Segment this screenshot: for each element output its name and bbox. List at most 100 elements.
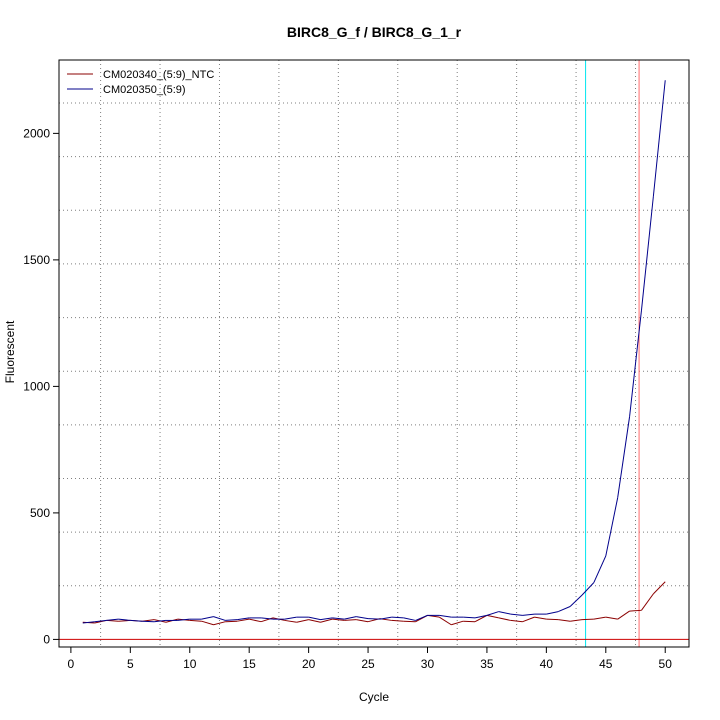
x-tick-label: 45	[599, 657, 613, 671]
series-1-segment	[403, 617, 416, 621]
chart-title: BIRC8_G_f / BIRC8_G_1_r	[287, 24, 462, 40]
series-0-segment	[439, 616, 452, 626]
series-1-segment	[213, 616, 226, 621]
series-0-segment	[652, 581, 666, 595]
plot-frame	[58, 59, 690, 648]
x-tick-label: 25	[361, 657, 375, 671]
series-0-segment	[581, 618, 594, 621]
series-1-segment	[558, 606, 571, 613]
series-1-segment	[332, 617, 345, 620]
x-tick-label: 35	[480, 657, 494, 671]
series-0-segment	[213, 621, 226, 626]
x-tick-label: 30	[421, 657, 435, 671]
series-1-segment	[391, 616, 404, 619]
series-0-segment	[522, 616, 535, 623]
series-1-segment	[225, 619, 238, 621]
series-0-segment	[641, 593, 654, 611]
series-1-segment	[498, 611, 511, 615]
series-0-segment	[558, 619, 571, 622]
threshold-markers	[59, 60, 689, 647]
series-1-segment	[118, 618, 131, 621]
series-1-segment	[201, 616, 214, 620]
series-1-segment	[522, 613, 535, 616]
series-0-segment	[320, 618, 333, 623]
series-lines	[82, 80, 666, 626]
series-0-segment	[284, 619, 297, 623]
series-1-segment	[261, 617, 274, 620]
x-tick-label: 10	[183, 657, 197, 671]
series-0-segment	[629, 609, 642, 612]
y-axis-label: Fluorescent	[3, 320, 17, 383]
x-tick-label: 15	[243, 657, 257, 671]
y-tick-label: 0	[43, 632, 50, 646]
x-tick-label: 40	[540, 657, 554, 671]
series-1-segment	[652, 80, 666, 197]
series-0-segment	[296, 619, 309, 623]
series-1-segment	[629, 310, 642, 417]
series-0-segment	[237, 618, 250, 622]
series-1-segment	[605, 497, 619, 557]
series-0-segment	[605, 616, 618, 620]
series-0-segment	[617, 610, 630, 620]
series-1-segment	[510, 613, 523, 616]
series-1-segment	[356, 616, 369, 620]
series-0-segment	[308, 619, 321, 623]
series-1-segment	[237, 617, 250, 621]
series-1-segment	[379, 616, 392, 620]
legend: CM020340_(5:9)_NTC CM020350_(5:9)	[67, 69, 214, 96]
series-1-segment	[593, 555, 607, 583]
y-tick-label: 1000	[23, 379, 50, 393]
series-1-segment	[284, 616, 297, 620]
y-tick-label: 1500	[23, 253, 50, 267]
y-tick-label: 2000	[23, 126, 50, 140]
series-1-segment	[474, 614, 488, 619]
series-0-segment	[593, 616, 606, 620]
series-1-segment	[308, 616, 321, 621]
x-tick-label: 50	[659, 657, 673, 671]
series-0-segment	[225, 620, 238, 623]
series-1-segment	[154, 619, 167, 623]
series-1-segment	[344, 616, 357, 620]
series-0-segment	[344, 619, 357, 621]
series-1-segment	[546, 611, 559, 615]
x-tick-label: 5	[127, 657, 134, 671]
series-1	[82, 80, 666, 624]
series-1-segment	[640, 196, 654, 311]
series-1-segment	[581, 582, 595, 596]
series-1-segment	[486, 611, 499, 616]
series-1-segment	[569, 594, 583, 607]
series-1-segment	[142, 620, 155, 623]
x-axis-label: Cycle	[359, 690, 389, 704]
series-0-segment	[391, 619, 404, 622]
series-0-segment	[356, 619, 369, 623]
y-tick-label: 500	[30, 506, 50, 520]
series-0-segment	[249, 618, 262, 623]
series-1-segment	[617, 416, 631, 498]
series-1-segment	[368, 618, 380, 620]
series-1-segment	[439, 614, 452, 618]
series-1-segment	[463, 616, 476, 619]
series-1-segment	[415, 614, 428, 621]
series-0-segment	[510, 619, 523, 623]
series-0-segment	[570, 619, 583, 622]
series-1-segment	[94, 619, 107, 623]
series-1-segment	[130, 619, 143, 622]
y-axis: 0 500 1000 1500 2000	[23, 126, 59, 646]
series-1-segment	[82, 621, 95, 624]
series-0-segment	[474, 614, 488, 623]
series-0-segment	[189, 619, 202, 622]
series-1-segment	[320, 617, 333, 621]
series-0-segment	[534, 616, 547, 620]
legend-label-sample: CM020350_(5:9)	[103, 84, 186, 96]
series-0-segment	[498, 617, 511, 621]
x-tick-label: 0	[68, 657, 75, 671]
series-0-segment	[201, 620, 214, 626]
x-axis: 0 5 10 15 20 25 30 35 40 45 50	[68, 647, 673, 671]
series-1-segment	[106, 618, 119, 621]
series-1-segment	[177, 618, 190, 621]
series-0-segment	[486, 614, 499, 619]
grid	[59, 60, 689, 647]
